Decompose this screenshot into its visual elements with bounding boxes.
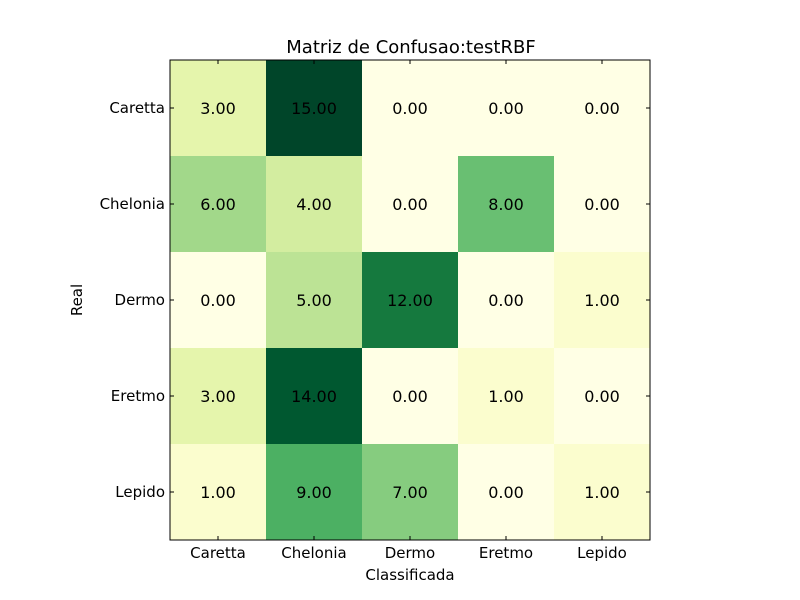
y-tick-label: Chelonia xyxy=(100,195,165,213)
heatmap-cell xyxy=(458,156,555,253)
heatmap-cell xyxy=(554,348,651,445)
cell-value-label: 14.00 xyxy=(291,387,337,406)
heatmap-cell xyxy=(266,60,363,157)
cell-value-label: 1.00 xyxy=(488,387,524,406)
heatmap-cell xyxy=(266,156,363,253)
axis-ticks xyxy=(170,60,650,540)
cell-value-label: 0.00 xyxy=(488,483,524,502)
heatmap-cell xyxy=(554,444,651,541)
cell-value-label: 7.00 xyxy=(392,483,428,502)
cell-value-label: 3.00 xyxy=(200,99,236,118)
cell-value-label: 1.00 xyxy=(584,483,620,502)
cell-value-label: 5.00 xyxy=(296,291,332,310)
heatmap-cell xyxy=(458,252,555,349)
cell-value-label: 3.00 xyxy=(200,387,236,406)
heatmap-cell xyxy=(266,252,363,349)
heatmap-cell xyxy=(554,252,651,349)
heatmap-cell xyxy=(362,444,459,541)
chart-title: Matriz de Confusao:testRBF xyxy=(286,37,535,58)
heatmap-cell xyxy=(266,348,363,445)
x-tick-label: Caretta xyxy=(190,544,246,562)
cell-value-label: 0.00 xyxy=(392,195,428,214)
heatmap-cell xyxy=(554,60,651,157)
heatmap-cell xyxy=(458,348,555,445)
x-axis-label: Classificada xyxy=(365,566,454,584)
cell-value-label: 0.00 xyxy=(200,291,236,310)
heatmap-cell xyxy=(362,348,459,445)
cell-value-label: 0.00 xyxy=(584,387,620,406)
cell-value-label: 0.00 xyxy=(584,99,620,118)
heatmap-cell xyxy=(170,444,267,541)
heatmap-cell xyxy=(554,156,651,253)
heatmap-cell xyxy=(170,252,267,349)
heatmap-cell xyxy=(170,156,267,253)
y-axis-label: Real xyxy=(68,284,86,316)
x-tick-label: Lepido xyxy=(577,544,627,562)
y-tick-label: Caretta xyxy=(109,99,165,117)
heatmap-cell xyxy=(362,60,459,157)
cell-value-label: 9.00 xyxy=(296,483,332,502)
x-tick-label: Dermo xyxy=(385,544,435,562)
cell-value-label: 15.00 xyxy=(291,99,337,118)
cell-value-label: 12.00 xyxy=(387,291,433,310)
cell-value-label: 8.00 xyxy=(488,195,524,214)
x-tick-label: Chelonia xyxy=(281,544,346,562)
y-tick-labels: Caretta Chelonia Dermo Eretmo Lepido xyxy=(100,99,165,501)
y-tick-label: Eretmo xyxy=(111,387,165,405)
cell-value-label: 0.00 xyxy=(488,99,524,118)
heatmap-cell-labels: 3.00 15.00 0.00 0.00 0.00 6.00 4.00 0.00 8.00 0.0… xyxy=(200,99,620,502)
cell-value-label: 1.00 xyxy=(200,483,236,502)
cell-value-label: 0.00 xyxy=(392,387,428,406)
cell-value-label: 6.00 xyxy=(200,195,236,214)
heatmap-cell xyxy=(170,60,267,157)
heatmap-cell xyxy=(362,156,459,253)
cell-value-label: 1.00 xyxy=(584,291,620,310)
cell-value-label: 0.00 xyxy=(488,291,524,310)
heatmap-cell xyxy=(458,60,555,157)
heatmap-cell xyxy=(170,348,267,445)
y-tick-label: Lepido xyxy=(115,483,165,501)
heatmap-cell xyxy=(362,252,459,349)
heatmap-cell xyxy=(266,444,363,541)
heatmap-cells xyxy=(170,60,651,541)
x-tick-label: Eretmo xyxy=(479,544,533,562)
cell-value-label: 0.00 xyxy=(392,99,428,118)
heatmap-cell xyxy=(458,444,555,541)
x-tick-labels: Caretta Chelonia Dermo Eretmo Lepido xyxy=(190,544,627,562)
cell-value-label: 4.00 xyxy=(296,195,332,214)
cell-value-label: 0.00 xyxy=(584,195,620,214)
y-tick-label: Dermo xyxy=(115,291,165,309)
